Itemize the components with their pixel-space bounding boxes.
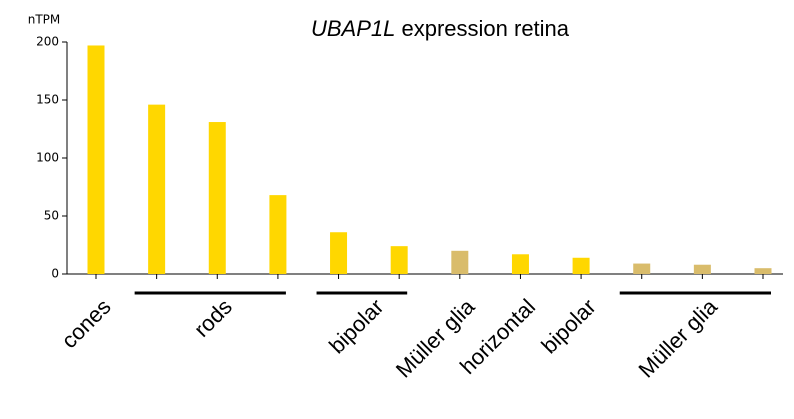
y-tick-label: 150 [36,93,59,107]
title-text: expression retina [401,16,569,41]
group-label: Müller glia [633,293,722,382]
y-tick-label: 200 [36,35,59,49]
bar [633,263,651,274]
bar [148,104,166,274]
bar [330,232,348,274]
y-tick-label: 100 [36,151,59,165]
bar [208,122,226,274]
y-axis-label: nTPM [28,13,61,27]
bar [572,257,590,274]
bar [693,264,711,274]
bar [451,250,469,274]
y-tick-label: 0 [51,267,59,281]
chart-title: UBAP1L expression retina [311,16,570,41]
y-tick-label: 50 [44,209,59,223]
bar [87,45,105,275]
bar [511,254,529,274]
group-label: rods [189,294,237,342]
title-gene: UBAP1L [311,16,395,41]
group-label: bipolar [536,294,600,358]
bar [754,268,772,274]
bar [269,195,287,274]
bar [390,246,408,274]
group-label: bipolar [324,294,388,358]
group-label: cones [56,294,115,353]
